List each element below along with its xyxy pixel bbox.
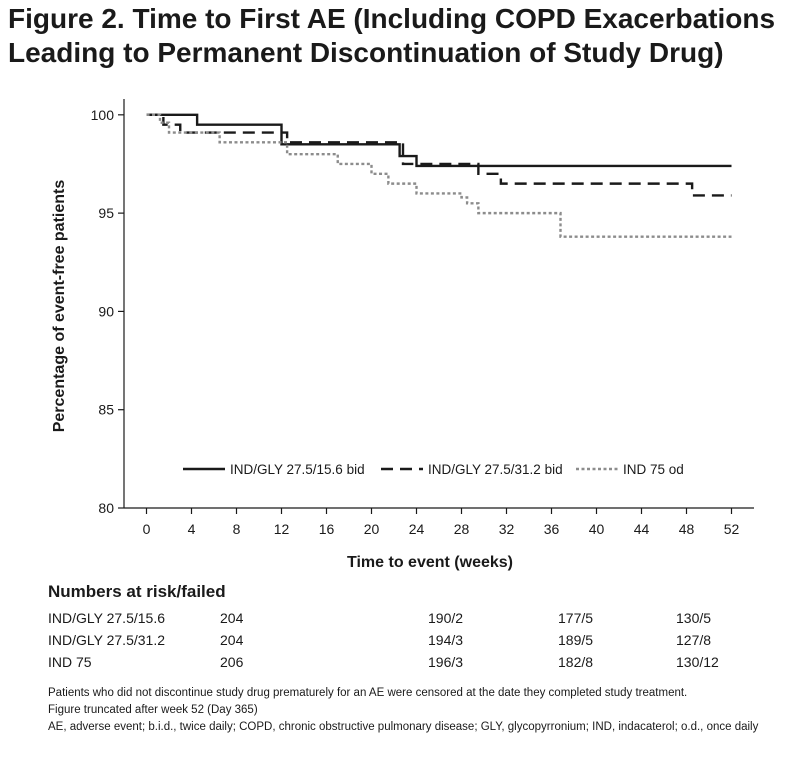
- risk-cell-w0: 204: [220, 632, 244, 648]
- risk-cell-w24: 190/2: [428, 610, 464, 626]
- risk-cell-w24: 196/3: [428, 654, 464, 670]
- x-tick-label: 40: [589, 521, 605, 537]
- x-tick-label: 0: [143, 521, 151, 537]
- risk-cell-w0: 206: [220, 654, 244, 670]
- y-tick-label: 85: [98, 402, 114, 418]
- x-tick-label: 4: [188, 521, 196, 537]
- risk-table-heading: Numbers at risk/failed: [48, 582, 226, 601]
- footnotes: Patients who did not discontinue study d…: [48, 685, 793, 736]
- risk-cell-w52: 127/8: [676, 632, 712, 648]
- series-line-3: [146, 113, 732, 238]
- risk-cell-w52: 130/5: [676, 610, 712, 626]
- y-tick-label: 90: [98, 303, 114, 319]
- legend-label-3: IND 75 od: [623, 462, 684, 477]
- x-axis-label: Time to event (weeks): [347, 554, 513, 571]
- x-tick-label: 44: [634, 521, 650, 537]
- risk-cell-w36: 177/5: [558, 610, 594, 626]
- footnote-3: AE, adverse event; b.i.d., twice daily; …: [48, 721, 759, 733]
- risk-row-label: IND/GLY 27.5/31.2: [48, 632, 165, 648]
- y-tick-label: 80: [98, 500, 114, 516]
- risk-cell-w24: 194/3: [428, 632, 464, 648]
- x-tick-label: 52: [724, 521, 740, 537]
- chart-series: [146, 113, 732, 238]
- x-tick-label: 20: [364, 521, 380, 537]
- risk-cell-w36: 189/5: [558, 632, 594, 648]
- x-tick-label: 24: [409, 521, 425, 537]
- risk-cell-w0: 204: [220, 610, 244, 626]
- risk-table-rows: IND/GLY 27.5/15.6 204 190/2 177/5 130/5 IND/G…: [48, 610, 788, 676]
- x-tick-label: 48: [679, 521, 695, 537]
- figure-title-line-2: Leading to Permanent Discontinuation of …: [8, 37, 724, 68]
- risk-row-label: IND 75: [48, 654, 92, 670]
- x-tick-label: 36: [544, 521, 560, 537]
- footnote-2: Figure truncated after week 52 (Day 365): [48, 704, 258, 716]
- y-axis-label: Percentage of event-free patients: [51, 180, 68, 433]
- chart-legend: IND/GLY 27.5/15.6 bid IND/GLY 27.5/31.2 b…: [183, 462, 684, 477]
- legend-label-2: IND/GLY 27.5/31.2 bid: [428, 462, 563, 477]
- footnote-1: Patients who did not discontinue study d…: [48, 687, 688, 699]
- risk-table-row: IND 75 206 196/3 182/8 130/12: [48, 654, 788, 676]
- x-tick-label: 8: [233, 521, 241, 537]
- numbers-at-risk-table: Numbers at risk/failed IND/GLY 27.5/15.6…: [48, 582, 788, 676]
- x-tick-label: 16: [319, 521, 335, 537]
- risk-cell-w36: 182/8: [558, 654, 594, 670]
- legend-label-1: IND/GLY 27.5/15.6 bid: [230, 462, 365, 477]
- x-tick-label: 12: [274, 521, 290, 537]
- x-tick-label: 32: [499, 521, 515, 537]
- figure-title-line-1: Figure 2. Time to First AE (Including CO…: [8, 3, 776, 34]
- series-line-1: [146, 113, 732, 168]
- y-tick-label: 100: [91, 107, 115, 123]
- figure-title: Figure 2. Time to First AE (Including CO…: [8, 2, 798, 70]
- y-tick-label: 95: [98, 205, 114, 221]
- risk-table-row: IND/GLY 27.5/15.6 204 190/2 177/5 130/5: [48, 610, 788, 632]
- risk-cell-w52: 130/12: [676, 654, 719, 670]
- x-tick-label: 28: [454, 521, 470, 537]
- risk-row-label: IND/GLY 27.5/15.6: [48, 610, 165, 626]
- risk-table-row: IND/GLY 27.5/31.2 204 194/3 189/5 127/8: [48, 632, 788, 654]
- series-line-2: [146, 113, 732, 197]
